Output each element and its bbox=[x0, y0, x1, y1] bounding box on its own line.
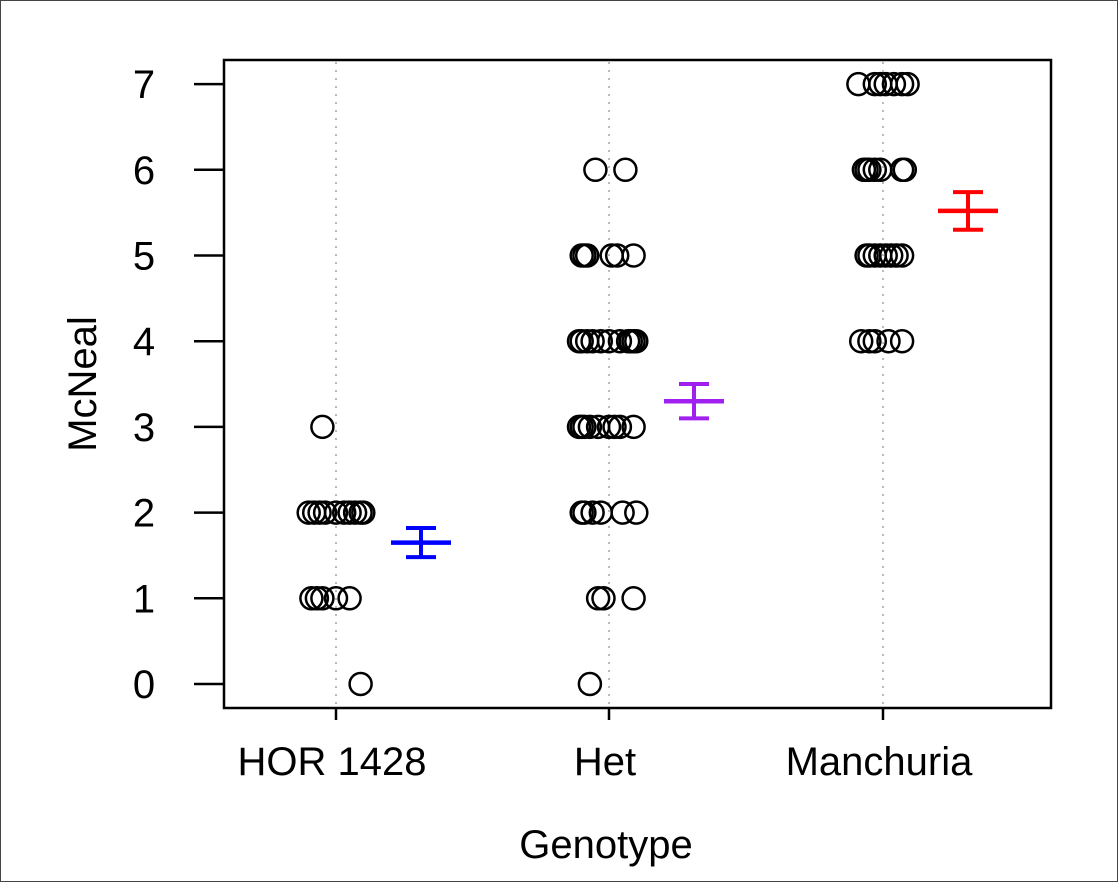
data-point bbox=[889, 328, 915, 354]
data-point bbox=[585, 586, 611, 611]
data-point bbox=[884, 243, 909, 268]
x-tick-label: HOR 1428 bbox=[238, 740, 427, 784]
y-tick-label: 5 bbox=[133, 235, 155, 279]
data-point bbox=[569, 328, 594, 354]
summary-layer bbox=[391, 190, 998, 560]
data-point bbox=[610, 500, 635, 525]
data-point bbox=[621, 586, 646, 611]
data-point bbox=[604, 243, 630, 268]
grid-layer bbox=[335, 62, 884, 706]
data-point bbox=[299, 586, 324, 611]
data-point bbox=[881, 71, 907, 97]
data-point bbox=[862, 328, 888, 354]
data-point bbox=[577, 414, 603, 440]
data-point bbox=[337, 586, 362, 611]
points-layer bbox=[296, 71, 920, 697]
data-point bbox=[624, 500, 649, 525]
y-tick-label: 1 bbox=[133, 577, 155, 621]
data-point bbox=[312, 500, 338, 525]
data-point bbox=[857, 328, 882, 354]
data-point bbox=[624, 328, 649, 354]
data-point bbox=[621, 414, 646, 440]
data-point bbox=[602, 414, 627, 440]
data-point bbox=[862, 157, 888, 183]
data-point bbox=[296, 500, 321, 525]
data-point bbox=[323, 500, 349, 525]
data-point bbox=[342, 500, 368, 525]
data-point bbox=[868, 71, 893, 97]
x-tick-label: Manchuria bbox=[786, 740, 974, 784]
x-tick-label: Het bbox=[574, 740, 636, 784]
data-point bbox=[337, 500, 362, 525]
data-point bbox=[889, 243, 915, 268]
data-point bbox=[588, 328, 614, 354]
data-point bbox=[331, 500, 357, 525]
data-point bbox=[577, 671, 603, 697]
y-tick-label: 6 bbox=[133, 149, 155, 193]
data-point bbox=[591, 586, 616, 611]
y-axis: 0 1 2 3 4 5 6 7 bbox=[133, 63, 224, 707]
data-point bbox=[572, 414, 597, 440]
data-point bbox=[348, 671, 373, 697]
data-point bbox=[310, 586, 335, 611]
plot-area-border bbox=[222, 58, 1053, 710]
data-point bbox=[323, 586, 349, 611]
y-tick-label: 0 bbox=[133, 663, 155, 707]
data-point bbox=[583, 157, 608, 183]
data-point bbox=[572, 500, 597, 525]
data-point bbox=[304, 586, 330, 611]
x-axis-title: Genotype bbox=[519, 823, 692, 867]
data-point bbox=[310, 414, 335, 440]
data-point bbox=[895, 71, 920, 97]
data-point bbox=[580, 500, 605, 525]
data-point bbox=[889, 71, 915, 97]
data-point bbox=[607, 328, 633, 354]
data-point bbox=[307, 500, 332, 525]
y-tick-label: 4 bbox=[133, 320, 155, 364]
data-point bbox=[862, 71, 888, 97]
data-point bbox=[848, 328, 874, 354]
x-axis: HOR 1428 Het Manchuria bbox=[238, 708, 974, 784]
data-point bbox=[613, 157, 638, 183]
data-point bbox=[876, 328, 901, 354]
data-point bbox=[873, 243, 898, 268]
y-axis-title: McNeal bbox=[61, 316, 105, 452]
data-point bbox=[599, 243, 624, 268]
data-point bbox=[878, 243, 904, 268]
data-point bbox=[621, 243, 646, 268]
data-point bbox=[580, 328, 605, 354]
data-point bbox=[892, 157, 918, 183]
y-tick-label: 3 bbox=[133, 406, 155, 450]
data-point bbox=[596, 414, 622, 440]
y-tick-label: 7 bbox=[133, 63, 155, 107]
data-point bbox=[857, 157, 882, 183]
y-tick-label: 2 bbox=[133, 492, 155, 536]
data-point bbox=[574, 243, 600, 268]
data-point bbox=[607, 414, 633, 440]
data-point bbox=[351, 500, 376, 525]
